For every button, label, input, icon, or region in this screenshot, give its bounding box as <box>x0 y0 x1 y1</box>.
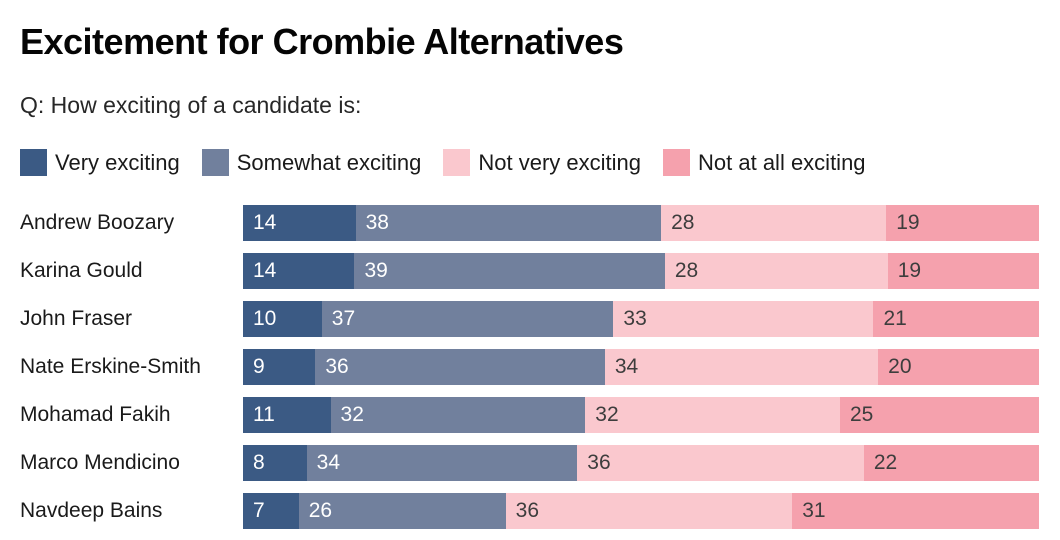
bar-segment-not-very-exciting: 33 <box>613 301 874 338</box>
candidate-label: Nate Erskine-Smith <box>20 355 201 379</box>
bar-segment-not-at-all-exciting: 19 <box>886 205 1039 242</box>
bar-track: 7 26 36 31 <box>243 493 1039 530</box>
legend-item-not-very-exciting: Not very exciting <box>443 149 642 177</box>
bar-row: Marco Mendicino 8 34 36 22 <box>20 445 1039 482</box>
bar-row: Navdeep Bains 7 26 36 31 <box>20 493 1039 530</box>
legend-swatch-very-exciting <box>20 149 47 177</box>
bar-track: 14 38 28 19 <box>243 205 1039 242</box>
bar-segment-not-very-exciting: 34 <box>604 349 879 386</box>
candidate-label: Marco Mendicino <box>20 451 180 475</box>
bar-segment-not-very-exciting: 36 <box>577 445 864 482</box>
legend-label-not-very-exciting: Not very exciting <box>478 149 642 175</box>
bar-segment-very-exciting: 11 <box>243 397 331 434</box>
segment-value: 34 <box>614 355 639 379</box>
segment-value: 39 <box>364 259 388 283</box>
segment-value: 22 <box>873 451 898 475</box>
bar-segment-not-at-all-exciting: 21 <box>873 301 1039 338</box>
legend-label-somewhat-exciting: Somewhat exciting <box>236 149 422 175</box>
segment-value: 38 <box>365 211 389 235</box>
bar-track: 9 36 34 20 <box>243 349 1039 386</box>
bar-segment-very-exciting: 8 <box>243 445 307 482</box>
segment-value: 26 <box>308 499 333 523</box>
bar-track: 8 34 36 22 <box>243 445 1039 482</box>
legend-item-very-exciting: Very exciting <box>20 149 180 177</box>
bar-segment-somewhat-exciting: 36 <box>315 349 605 386</box>
segment-value: 25 <box>849 403 874 427</box>
bar-segment-very-exciting: 14 <box>243 253 355 290</box>
segment-value: 34 <box>316 451 341 475</box>
candidate-label: John Fraser <box>20 307 133 331</box>
bar-segment-not-at-all-exciting: 31 <box>792 493 1039 530</box>
segment-value: 20 <box>888 355 912 379</box>
segment-value: 9 <box>253 355 265 379</box>
bar-segment-not-at-all-exciting: 25 <box>839 397 1039 434</box>
segment-value: 14 <box>253 259 277 283</box>
bar-row: Andrew Boozary 14 38 28 19 <box>20 205 1039 242</box>
bar-segment-somewhat-exciting: 38 <box>355 205 662 242</box>
segment-value: 36 <box>325 355 349 379</box>
legend-swatch-somewhat-exciting <box>201 149 229 177</box>
segment-value: 19 <box>897 259 922 283</box>
bar-segment-somewhat-exciting: 34 <box>306 445 578 482</box>
segment-value: 32 <box>340 403 364 427</box>
bar-track: 11 32 32 25 <box>243 397 1039 434</box>
bar-segment-not-at-all-exciting: 22 <box>863 445 1039 482</box>
legend-swatch-not-very-exciting <box>443 149 471 177</box>
bar-track: 10 37 33 21 <box>243 301 1039 338</box>
bar-row: Mohamad Fakih 11 32 32 25 <box>20 397 1039 434</box>
legend-label-very-exciting: Very exciting <box>55 149 180 175</box>
segment-value: 21 <box>883 307 907 331</box>
bar-segment-somewhat-exciting: 26 <box>298 493 506 530</box>
segment-value: 31 <box>802 499 826 523</box>
bar-segment-not-very-exciting: 36 <box>505 493 793 530</box>
segment-value: 33 <box>623 307 647 331</box>
bar-chart: Andrew Boozary 14 38 28 19 Karina Gould 14 39 28… <box>20 205 1039 530</box>
bar-segment-not-very-exciting: 32 <box>585 397 840 434</box>
chart-subtitle: Q: How exciting of a candidate is: <box>20 92 362 119</box>
chart-title: Excitement for Crombie Alternatives <box>20 21 624 62</box>
bar-segment-somewhat-exciting: 32 <box>330 397 586 434</box>
segment-value: 7 <box>253 499 265 523</box>
bar-segment-very-exciting: 7 <box>243 493 299 530</box>
bar-segment-not-very-exciting: 28 <box>661 205 887 242</box>
bar-segment-somewhat-exciting: 39 <box>354 253 665 290</box>
candidate-label: Karina Gould <box>20 259 143 283</box>
segment-value: 36 <box>515 499 540 523</box>
legend-item-somewhat-exciting: Somewhat exciting <box>201 149 422 177</box>
segment-value: 37 <box>331 307 356 331</box>
bar-segment-very-exciting: 10 <box>243 301 322 338</box>
bar-track: 14 39 28 19 <box>243 253 1039 290</box>
legend-item-not-at-all-exciting: Not at all exciting <box>663 149 866 177</box>
segment-value: 14 <box>253 211 277 235</box>
bar-segment-somewhat-exciting: 37 <box>321 301 614 338</box>
segment-value: 36 <box>587 451 611 475</box>
legend-swatch-not-at-all-exciting <box>663 149 691 177</box>
segment-value: 32 <box>595 403 619 427</box>
bar-segment-very-exciting: 14 <box>243 205 356 242</box>
legend: Very exciting Somewhat exciting Not very… <box>20 149 1039 177</box>
bar-segment-not-at-all-exciting: 20 <box>878 349 1039 386</box>
bar-row: Karina Gould 14 39 28 19 <box>20 253 1039 290</box>
candidate-label: Andrew Boozary <box>20 211 175 235</box>
legend-label-not-at-all-exciting: Not at all exciting <box>698 149 866 175</box>
candidate-label: Navdeep Bains <box>20 499 163 523</box>
bar-row: John Fraser 10 37 33 21 <box>20 301 1039 338</box>
bar-segment-not-at-all-exciting: 19 <box>887 253 1039 290</box>
segment-value: 8 <box>253 451 265 475</box>
segment-value: 28 <box>671 211 695 235</box>
segment-value: 19 <box>896 211 920 235</box>
segment-value: 11 <box>253 403 275 427</box>
segment-value: 10 <box>253 307 277 331</box>
candidate-label: Mohamad Fakih <box>20 403 171 427</box>
bar-segment-not-very-exciting: 28 <box>664 253 888 290</box>
bar-segment-very-exciting: 9 <box>243 349 316 386</box>
bar-row: Nate Erskine-Smith 9 36 34 20 <box>20 349 1039 386</box>
segment-value: 28 <box>674 259 699 283</box>
